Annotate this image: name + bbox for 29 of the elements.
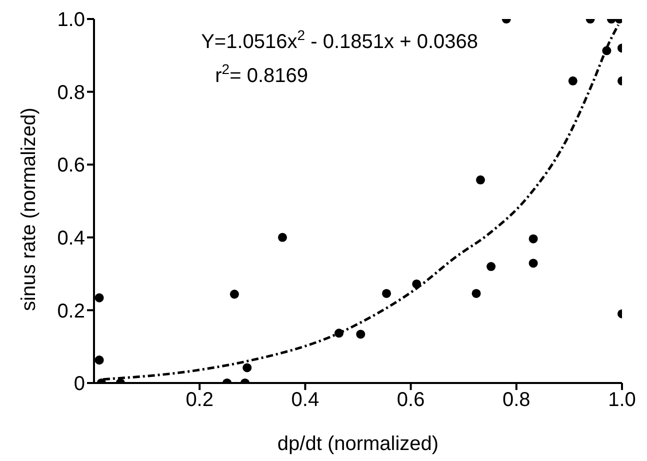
y-axis-title: sinus rate (normalized) [18,108,40,311]
point [278,232,288,242]
x-tick-label: 0.6 [396,389,425,412]
point [412,279,422,288]
y-tick-label: 0.2 [57,300,85,322]
point [334,328,344,338]
point [472,288,481,298]
x-tick-label: 0.2 [186,389,214,412]
y-tick-label: 0.4 [57,228,85,250]
y-tick-label: 0.8 [57,82,85,104]
x-tick-label: 0.4 [291,389,320,412]
point [476,175,486,184]
annotation: r$^{2}$= 0.8169 [215,61,308,87]
annotation: Y=1.0516x$^{2}$ - 0.1851x + 0.0368 [201,27,478,53]
point [486,262,496,272]
y-tick-label: 0.6 [57,154,85,177]
point [94,293,104,302]
y-tick-label: 1.0 [57,9,85,32]
point [230,290,239,299]
y-tick-label: 0 [74,373,85,396]
point [242,363,252,372]
point [382,288,392,298]
x-tick-label: 1.0 [608,389,636,412]
point [528,258,538,268]
x-axis-title: dp/dt (normalized) [277,433,439,455]
x-tick-label: 0.8 [502,389,530,412]
point [356,330,366,339]
point [528,234,538,244]
point [94,356,104,365]
